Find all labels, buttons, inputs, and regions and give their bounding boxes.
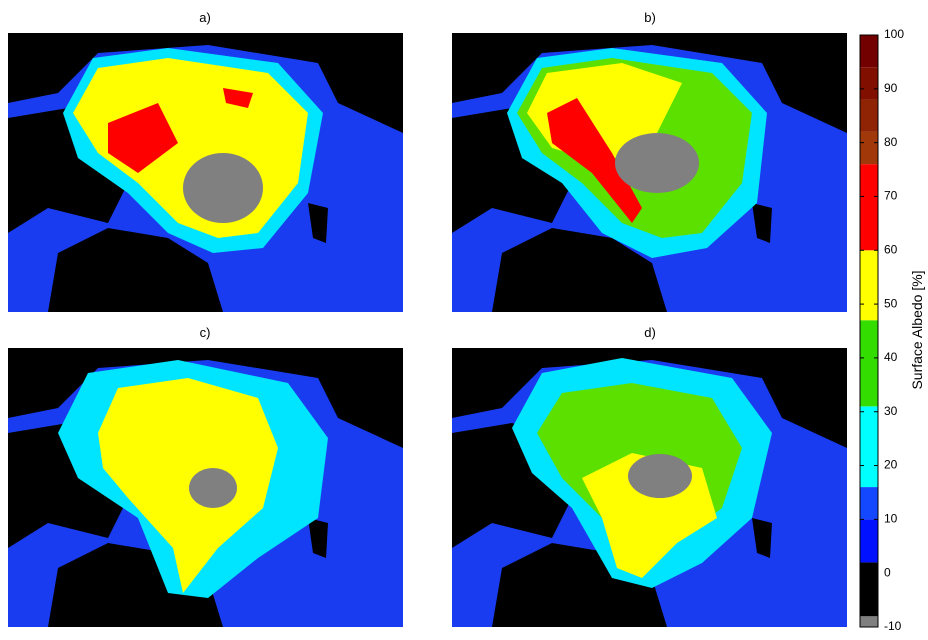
color-band: [860, 320, 878, 406]
color-band: [860, 519, 878, 562]
tick-label: 100: [884, 27, 904, 41]
map-panel: [8, 348, 403, 627]
color-band: [860, 487, 878, 519]
tick-label: -10: [884, 619, 902, 633]
tick-label: 60: [884, 242, 898, 256]
map-panel: [8, 33, 403, 312]
color-band: [860, 35, 878, 67]
map-panel: [452, 33, 847, 312]
tick-label: 0: [884, 565, 891, 579]
tick-label: 30: [884, 404, 898, 418]
color-band: [860, 250, 878, 320]
color-band: [860, 406, 878, 487]
colorbar: -10 0 10 20 30 40 50 60 70 80 90 100: [860, 27, 904, 633]
color-band: [860, 132, 878, 164]
panel-label: a): [199, 10, 211, 25]
color-band: [860, 562, 878, 616]
tick-label: 80: [884, 135, 898, 149]
tick-label: 20: [884, 458, 898, 472]
tick-label: 50: [884, 296, 898, 310]
color-band: [860, 67, 878, 99]
tick-label: 90: [884, 81, 898, 95]
color-band: [860, 164, 878, 250]
color-band: [860, 616, 878, 627]
tick-label: 40: [884, 350, 898, 364]
tick-label: 70: [884, 189, 898, 203]
panel-label: c): [200, 325, 211, 340]
panel-label: d): [644, 325, 656, 340]
map-panel: [452, 348, 847, 627]
figure: a) b) c) d) -10 0 10 20 30 40 50 60 70 80 90 100 Su…: [0, 0, 928, 635]
tick-label: 10: [884, 512, 898, 526]
colorbar-label: Surface Albedo [%]: [909, 270, 925, 389]
page: {"panels": [{"label": "a)"}, {"label": "…: [0, 0, 928, 640]
color-band: [860, 100, 878, 132]
panel-label: b): [644, 10, 656, 25]
